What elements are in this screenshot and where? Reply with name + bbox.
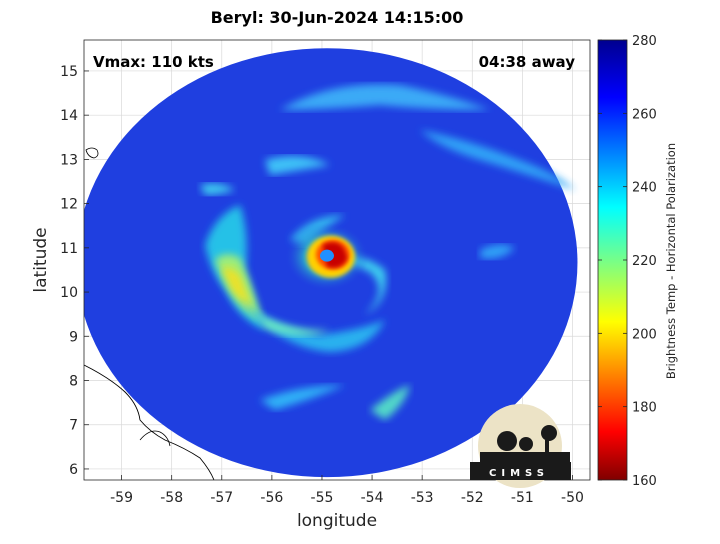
y-axis-label: latitude — [31, 227, 51, 293]
chart-title: Beryl: 30-Jun-2024 14:15:00 — [210, 8, 464, 27]
colorbar-tick-label: 180 — [632, 401, 657, 416]
colorbar-tick-label: 200 — [632, 327, 657, 342]
rain-band — [240, 300, 385, 352]
x-tick-label: -53 — [411, 490, 434, 506]
time-offset-label: 04:38 away — [478, 53, 575, 71]
y-tick-label: 15 — [60, 64, 78, 80]
rain-band — [480, 244, 515, 259]
y-tick-label: 6 — [69, 462, 78, 478]
island-outline — [85, 147, 99, 159]
rain-band — [280, 84, 490, 110]
y-tick-label: 14 — [60, 108, 78, 124]
vmax-label: Vmax: 110 kts — [93, 53, 214, 71]
x-tick-label: -55 — [311, 490, 334, 506]
colorbar-tick-label: 280 — [632, 34, 657, 49]
rain-band — [370, 385, 410, 420]
rain-band — [260, 385, 345, 410]
brightness-swath — [84, 48, 578, 478]
x-tick-label: -51 — [511, 490, 534, 506]
logo-text: CIMSS — [489, 468, 549, 479]
axes-frame — [83, 39, 591, 481]
x-tick-label: -58 — [160, 490, 183, 506]
x-tick-label: -56 — [260, 490, 283, 506]
storm-eye — [319, 249, 334, 262]
colorbar — [597, 39, 628, 481]
rain-band — [330, 256, 386, 315]
colorbar-tick-label: 220 — [632, 254, 657, 269]
rain-band — [420, 130, 575, 190]
rain-band — [200, 183, 235, 195]
x-axis-ticks: -59 -58 -57 -56 -55 -54 -53 -52 -51 -50 — [110, 475, 584, 506]
coastline — [84, 147, 215, 480]
x-tick-label: -57 — [210, 490, 233, 506]
rain-band — [255, 312, 330, 336]
x-tick-label: -59 — [110, 490, 133, 506]
coastline-path — [84, 364, 215, 480]
colorbar-ticks: 160 180 200 220 240 260 280 — [598, 34, 657, 489]
x-tick-label: -52 — [461, 490, 484, 506]
y-axis-ticks: 6 7 8 9 10 11 12 13 14 15 — [60, 64, 89, 478]
y-tick-label: 7 — [69, 418, 78, 434]
y-tick-label: 11 — [60, 241, 78, 257]
y-tick-label: 9 — [69, 329, 78, 345]
colorbar-label: Brightness Temp - Horizontal Polarizatio… — [664, 142, 678, 380]
y-tick-label: 12 — [60, 197, 78, 213]
rain-band — [265, 156, 330, 175]
x-tick-label: -50 — [561, 490, 584, 506]
colorbar-tick-label: 260 — [632, 107, 657, 122]
x-tick-label: -54 — [361, 490, 384, 506]
coastline-path — [139, 430, 171, 447]
y-tick-label: 13 — [60, 152, 78, 168]
colorbar-tick-label: 160 — [632, 474, 657, 489]
y-tick-label: 10 — [60, 285, 78, 301]
cimss-logo: CIMSS — [470, 404, 571, 488]
y-tick-label: 8 — [69, 374, 78, 390]
x-axis-label: longitude — [296, 511, 378, 531]
rain-band — [222, 267, 252, 308]
colorbar-tick-label: 240 — [632, 181, 657, 196]
